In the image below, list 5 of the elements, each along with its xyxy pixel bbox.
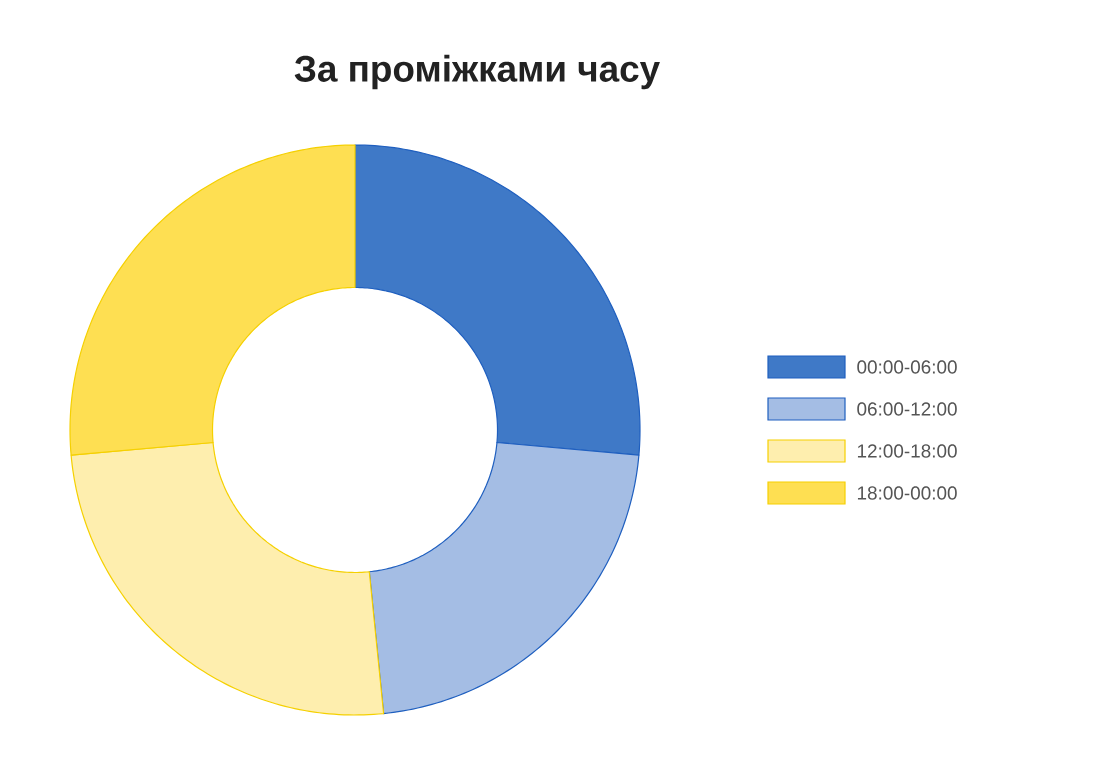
legend-label: 00:00-06:00 bbox=[857, 360, 957, 374]
legend-label: 12:00-18:00 bbox=[857, 444, 957, 458]
legend-label: 18:00-00:00 bbox=[857, 486, 957, 500]
chart-title: За проміжками часу bbox=[294, 54, 660, 90]
legend-label: 06:00-12:00 bbox=[857, 402, 957, 416]
